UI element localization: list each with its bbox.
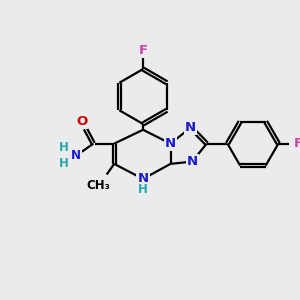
Text: H: H [58,141,68,154]
Text: N: N [137,172,148,184]
Text: F: F [293,137,300,150]
Text: H: H [138,183,148,196]
Text: H: H [58,157,68,170]
Text: CH₃: CH₃ [86,179,110,192]
Text: O: O [76,115,87,128]
Text: N: N [185,121,196,134]
Text: F: F [139,44,148,57]
Text: N: N [165,137,176,150]
Text: N: N [71,149,81,162]
Text: N: N [187,155,198,168]
